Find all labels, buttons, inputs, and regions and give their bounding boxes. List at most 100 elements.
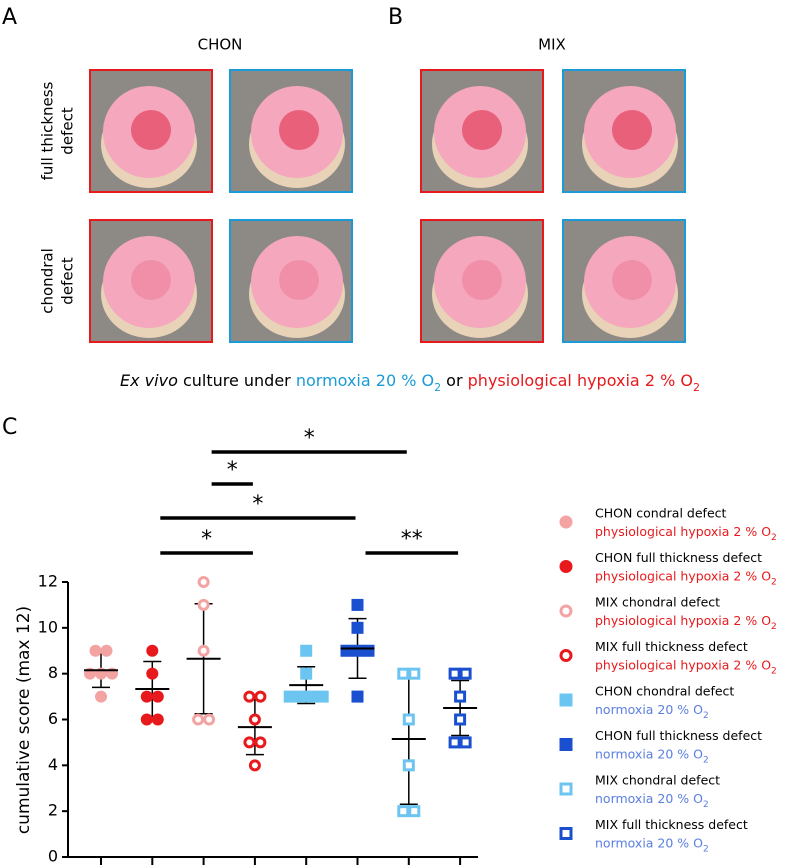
y-tick-label: 8 [48,663,58,682]
data-point [89,644,102,657]
data-point [397,667,410,680]
data-point [362,644,375,657]
legend-condition-sub: 2 [771,666,777,676]
photo-defect [131,260,171,300]
legend-condition-text: physiological hypoxia 2 % O [595,524,771,539]
significance-label: ** [401,527,423,552]
legend-condition-sub: 2 [771,577,777,587]
data-point [351,644,364,657]
legend-condition-text: physiological hypoxia 2 % O [595,657,771,672]
caption-part: physiological hypoxia 2 % O [468,371,693,390]
legend-condition-sub: 2 [771,622,777,632]
y-tick-label: 10 [38,617,58,636]
data-point [397,805,410,818]
legend-condition-sub: 2 [703,844,709,854]
legend-label: CHON full thickness defect [595,550,762,565]
data-point [300,667,313,680]
caption-part: normoxia 20 % O [296,371,434,390]
row-title: defect [59,107,77,155]
y-tick-label: 0 [48,847,58,866]
legend-condition-text: physiological hypoxia 2 % O [595,568,771,583]
significance-label: * [227,458,238,483]
row-title: full thickness [39,81,57,180]
photo-defect [612,110,652,150]
data-point [448,736,461,749]
legend-condition-sub: 2 [703,711,709,721]
legend-marker [559,827,573,840]
data-point [140,713,153,726]
y-tick-label: 4 [48,755,58,774]
legend-condition: physiological hypoxia 2 % O2 [595,524,777,543]
data-point [197,576,210,588]
legend-condition: normoxia 20 % O2 [595,746,709,765]
data-point [316,690,329,703]
data-point [248,759,261,772]
data-point [146,667,159,680]
caption-part: or [441,371,468,390]
data-point [95,690,107,703]
panel-label: A [2,5,17,30]
significance-label: * [304,426,315,451]
data-point [305,690,318,703]
legend-condition: physiological hypoxia 2 % O2 [595,657,777,676]
legend-marker [559,604,573,618]
legend-condition: normoxia 20 % O2 [595,702,709,721]
row-title: chondral [39,248,57,314]
data-point [454,713,467,726]
photo-defect [612,260,652,300]
data-point [243,690,256,703]
legend-condition-text: normoxia 20 % O [595,835,703,850]
caption: Ex vivo culture under normoxia 20 % O2 o… [120,371,700,394]
data-point [402,713,415,726]
legend-condition-text: physiological hypoxia 2 % O [595,613,771,628]
legend-marker [559,693,573,707]
legend-marker [559,515,573,529]
photo-defect [462,110,502,150]
row-title: defect [59,257,77,305]
photo-defect [131,110,171,150]
data-point [351,621,364,634]
data-point [140,690,153,703]
legend-condition-text: normoxia 20 % O [595,702,703,717]
data-point [254,736,267,749]
data-point [146,644,159,657]
data-point [197,644,210,657]
data-point [294,690,307,703]
data-point [448,667,461,680]
legend-marker [559,738,573,751]
data-point [197,598,210,611]
data-point [254,690,267,703]
legend-condition-sub: 2 [703,800,709,810]
data-point [459,736,472,749]
legend-condition-sub: 2 [771,533,777,543]
caption-part: culture under [178,371,296,390]
legend-condition: normoxia 20 % O2 [595,791,709,810]
significance-label: * [252,492,263,517]
legend-label: CHON chondral defect [595,684,734,699]
y-tick-label: 6 [48,709,58,728]
legend-condition: normoxia 20 % O2 [595,835,709,854]
legend-label: MIX full thickness defect [595,639,748,654]
data-point [351,690,364,703]
panel-label: C [2,415,17,440]
legend-condition-text: normoxia 20 % O [595,791,703,806]
data-point [340,644,353,657]
caption-part: 2 [693,381,700,394]
legend-marker [559,782,573,796]
data-point [351,598,364,611]
legend-label: MIX chondral defect [595,773,720,788]
significance-label: * [201,527,212,552]
data-point [151,690,164,703]
data-point [248,713,261,726]
data-point [192,713,205,726]
data-point [408,805,421,818]
y-tick-label: 12 [38,572,58,591]
data-point [151,713,164,726]
column-title: CHON [198,36,243,54]
legend-condition-sub: 2 [703,755,709,765]
photo-defect [279,260,319,300]
data-point [454,690,467,703]
legend-condition-text: normoxia 20 % O [595,746,703,761]
data-point [283,690,296,703]
